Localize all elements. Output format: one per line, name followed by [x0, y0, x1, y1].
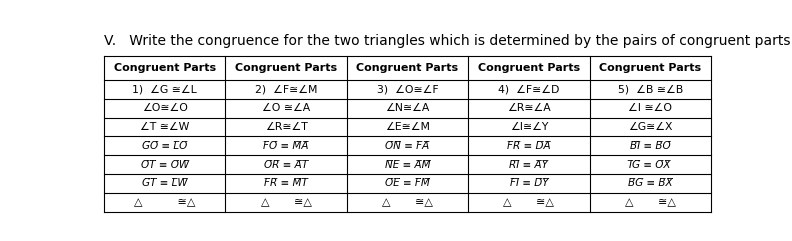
Text: B̅I̅ ≡ B̅O̅: B̅I̅ ≡ B̅O̅	[630, 141, 671, 151]
Text: △          ≅△: △ ≅△	[134, 197, 196, 207]
Text: V.   Write the congruence for the two triangles which is determined by the pairs: V. Write the congruence for the two tria…	[104, 34, 792, 48]
Text: 5)  ∠B ≅∠B: 5) ∠B ≅∠B	[618, 84, 683, 94]
Text: ∠T ≅∠W: ∠T ≅∠W	[140, 122, 189, 132]
Text: F̅I̅ ≡ D̅Y̅: F̅I̅ ≡ D̅Y̅	[509, 179, 548, 188]
Text: O̅N̅ ≡ F̅A̅: O̅N̅ ≡ F̅A̅	[386, 141, 429, 151]
Text: ∠R≅∠T: ∠R≅∠T	[265, 122, 307, 132]
Text: ∠O≅∠O: ∠O≅∠O	[142, 103, 188, 113]
Text: O̅R̅ ≡ A̅T̅: O̅R̅ ≡ A̅T̅	[264, 160, 308, 170]
Text: O̅T̅ ≡ O̅W̅: O̅T̅ ≡ O̅W̅	[140, 160, 188, 170]
Text: N̅E̅ ≡ A̅M̅: N̅E̅ ≡ A̅M̅	[385, 160, 430, 170]
Text: Congruent Parts: Congruent Parts	[235, 63, 337, 73]
Text: ∠E≅∠M: ∠E≅∠M	[385, 122, 430, 132]
Text: F̅R̅ ≡ M̅T̅: F̅R̅ ≡ M̅T̅	[264, 179, 308, 188]
Text: ∠I ≅∠O: ∠I ≅∠O	[628, 103, 672, 113]
Text: B̅G̅ ≡ B̅X̅: B̅G̅ ≡ B̅X̅	[628, 179, 672, 188]
Text: △       ≅△: △ ≅△	[382, 197, 433, 207]
Text: 3)  ∠O≅∠F: 3) ∠O≅∠F	[377, 84, 438, 94]
Text: Congruent Parts: Congruent Parts	[478, 63, 580, 73]
Text: △       ≅△: △ ≅△	[625, 197, 676, 207]
Text: Congruent Parts: Congruent Parts	[600, 63, 702, 73]
Text: ∠G≅∠X: ∠G≅∠X	[628, 122, 672, 132]
Text: ∠I≅∠Y: ∠I≅∠Y	[510, 122, 548, 132]
Text: 2)  ∠F≅∠M: 2) ∠F≅∠M	[255, 84, 318, 94]
Text: 4)  ∠F≅∠D: 4) ∠F≅∠D	[498, 84, 559, 94]
Text: Congruent Parts: Congruent Parts	[356, 63, 459, 73]
Text: F̅O̅ ≡ M̅A̅: F̅O̅ ≡ M̅A̅	[263, 141, 309, 151]
Text: ∠O ≅∠A: ∠O ≅∠A	[262, 103, 310, 113]
Text: △       ≅△: △ ≅△	[504, 197, 554, 207]
Text: I̅G̅ ≡ O̅X̅: I̅G̅ ≡ O̅X̅	[630, 160, 671, 170]
Text: 1)  ∠G ≅∠L: 1) ∠G ≅∠L	[132, 84, 197, 94]
Text: G̅O̅ ≡ L̅O̅: G̅O̅ ≡ L̅O̅	[142, 141, 187, 151]
Text: △       ≅△: △ ≅△	[261, 197, 311, 207]
Text: ∠R≅∠A: ∠R≅∠A	[507, 103, 550, 113]
Text: G̅T̅ ≡ L̅W̅: G̅T̅ ≡ L̅W̅	[142, 179, 188, 188]
Text: F̅R̅ ≡ D̅A̅: F̅R̅ ≡ D̅A̅	[507, 141, 550, 151]
Text: R̅I̅ ≡ A̅Y̅: R̅I̅ ≡ A̅Y̅	[509, 160, 548, 170]
Text: O̅E̅ ≡ F̅M̅: O̅E̅ ≡ F̅M̅	[385, 179, 430, 188]
Text: ∠N≅∠A: ∠N≅∠A	[385, 103, 429, 113]
Text: Congruent Parts: Congruent Parts	[113, 63, 215, 73]
